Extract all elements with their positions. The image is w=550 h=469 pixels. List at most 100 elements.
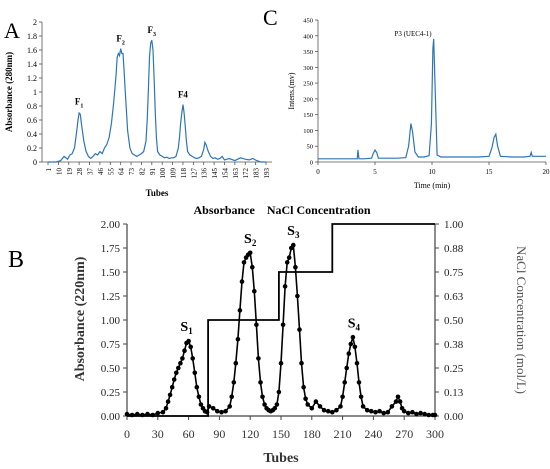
panel-a-x-tick-label: 145: [211, 168, 219, 179]
panel-b-x-tick-label: 150: [272, 427, 290, 441]
panel-b-data-point: [210, 406, 216, 411]
panel-b-y2-tick-label: 1.00: [444, 219, 464, 231]
panel-a-y-tick-label: 0.4: [27, 130, 37, 139]
panel-b-peak-label: S3: [287, 224, 300, 240]
panel-a-x-tick-label: 73: [128, 168, 136, 176]
panel-b-data-point: [325, 408, 331, 414]
panel-c-y-tick-label: 100: [303, 128, 313, 135]
panel-b-data-point: [163, 406, 169, 411]
panel-c-y-tick-label: 50: [307, 144, 314, 151]
panel-b-y-tick-label: 0.50: [101, 363, 121, 375]
panel-a-series-line: [48, 39, 266, 163]
panel-b-data-point: [167, 392, 173, 398]
panel-b-data-point: [381, 410, 387, 416]
panel-c-y-tick-label: 200: [303, 96, 313, 103]
panel-b-data-point: [350, 335, 356, 340]
panel-a-y-tick-label: 0.2: [27, 144, 37, 153]
panel-b-data-point: [150, 412, 155, 418]
panel-a-x-tick-label: 82: [138, 168, 146, 176]
panel-c-y-tick-label: 250: [303, 81, 313, 88]
panel-b-data-point: [223, 408, 228, 414]
panel-a-x-tick-label: 136: [201, 168, 209, 179]
panel-c-x-ticks: 0 5 10 15 20: [316, 162, 550, 176]
panel-b-x-tick-label: 120: [241, 427, 259, 441]
panel-b-data-point: [188, 344, 193, 350]
panel-b-x-tick-label: 180: [303, 427, 321, 441]
panel-b-data-point: [286, 255, 292, 260]
panel-b-data-point: [235, 336, 241, 342]
panel-b-data-point: [293, 264, 298, 270]
panel-b-data-point: [406, 410, 411, 416]
panel-b-data-point: [237, 308, 243, 313]
panel-b-data-point: [295, 293, 300, 299]
panel-b-data-point: [186, 338, 191, 344]
panel-c-x-tick-label: 10: [429, 168, 437, 176]
panel-b-y-tick-label: 1.75: [101, 243, 121, 255]
panel-a-y-ticks: 0 0.2 0.4 0.6 0.8 1 1.2 1.4 1.6 1.8 2: [27, 18, 42, 167]
panel-b-data-point: [135, 411, 140, 417]
panel-c-y-ticks: 0 50 100 150 200 250 300 350 400 450: [303, 18, 318, 167]
panel-b-data-point: [231, 380, 237, 385]
panel-b-y-tick-label: 1.25: [101, 291, 121, 303]
panel-b-x-tick-label: 240: [364, 427, 382, 441]
panel-b-data-point: [182, 348, 187, 354]
panel-b-data-point: [176, 365, 181, 371]
panel-b-data-point: [426, 412, 432, 418]
panel-a-y-tick-label: 1.8: [27, 32, 37, 41]
panel-b-data-point: [252, 288, 257, 294]
panel-b-data-point: [274, 402, 280, 407]
panel-b-data-point: [165, 399, 171, 404]
panel-a-x-tick-label: 64: [118, 168, 126, 176]
panel-a-peak-labels: F1 F2 F3 F4: [75, 25, 189, 109]
panel-c-y-tick-label: 150: [303, 112, 313, 119]
panel-a-peak-label-sub: 1: [80, 104, 83, 110]
panel-b-data-point: [291, 242, 296, 248]
panel-b-left-y-ticks: 0.00 0.25 0.50 0.75 1.00 1.25 1.50 1.75 2.00: [101, 219, 127, 423]
panel-a-peak-label: F4: [178, 90, 188, 100]
panel-b-data-point: [140, 412, 145, 418]
panel-a-y-tick-label: 1: [33, 88, 37, 97]
panel-c-letter: C: [263, 5, 278, 30]
panel-b-data-point: [196, 394, 202, 400]
panel-a-x-tick-label: 193: [263, 168, 271, 179]
panel-b-data-point: [219, 409, 224, 415]
panel-b-data-point: [385, 409, 391, 415]
panel-b-x-tick-label: 90: [213, 427, 225, 441]
panel-b-right-y-ticks: 0.00 0.13 0.25 0.38 0.50 0.63 0.75 0.88 1.00: [435, 219, 464, 423]
panel-b-data-point: [342, 380, 348, 385]
panel-b-peak-label-sub: 3: [295, 230, 300, 240]
panel-b-data-point: [377, 408, 382, 414]
panel-b-data-point: [280, 322, 286, 328]
panel-b-data-point: [155, 410, 161, 416]
panel-b-x-tick-label: 300: [426, 427, 444, 441]
panel-b-data-point: [321, 407, 327, 413]
panel-b-peak-label-sub: 4: [356, 322, 361, 332]
panel-c-y-tick-label: 350: [303, 49, 313, 56]
panel-b-data-point: [299, 360, 304, 366]
panel-b-data-point: [145, 411, 150, 417]
panel-b-y2-tick-label: 0.38: [444, 339, 464, 351]
panel-c-y-label: Intens.(mv): [287, 72, 296, 109]
panel-b-data-point: [389, 404, 395, 409]
panel-b-data-point: [206, 404, 212, 409]
panel-b-absorbance-line: [126, 242, 435, 416]
panel-a-x-tick-label: 37: [87, 168, 95, 176]
panel-b-y2-tick-label: 0.63: [444, 291, 464, 303]
panel-a-x-tick-label: 109: [170, 168, 178, 179]
panel-b-peak-label-sub: 1: [188, 326, 193, 336]
panel-b-data-point: [301, 384, 306, 390]
panel-c: C 0 50 100 150 200 250 300 350 400 450 0 5 10 15 20 P…: [263, 5, 550, 190]
panel-b-data-point: [354, 360, 360, 366]
panel-a-x-tick-label: 10: [55, 168, 63, 176]
panel-b-peak-label: S2: [244, 232, 257, 248]
panel-b-data-point: [254, 322, 259, 328]
panel-b-data-point: [346, 351, 352, 356]
panel-a-peak-label-sub: 2: [122, 41, 125, 47]
panel-c-x-tick-label: 20: [543, 168, 550, 176]
panel-b-data-point: [348, 341, 354, 347]
panel-b-data-point: [215, 408, 220, 414]
panel-a-x-tick-label: 55: [107, 168, 115, 176]
panel-b-y-tick-label: 2.00: [101, 219, 121, 231]
panel-b-data-point: [330, 409, 335, 415]
